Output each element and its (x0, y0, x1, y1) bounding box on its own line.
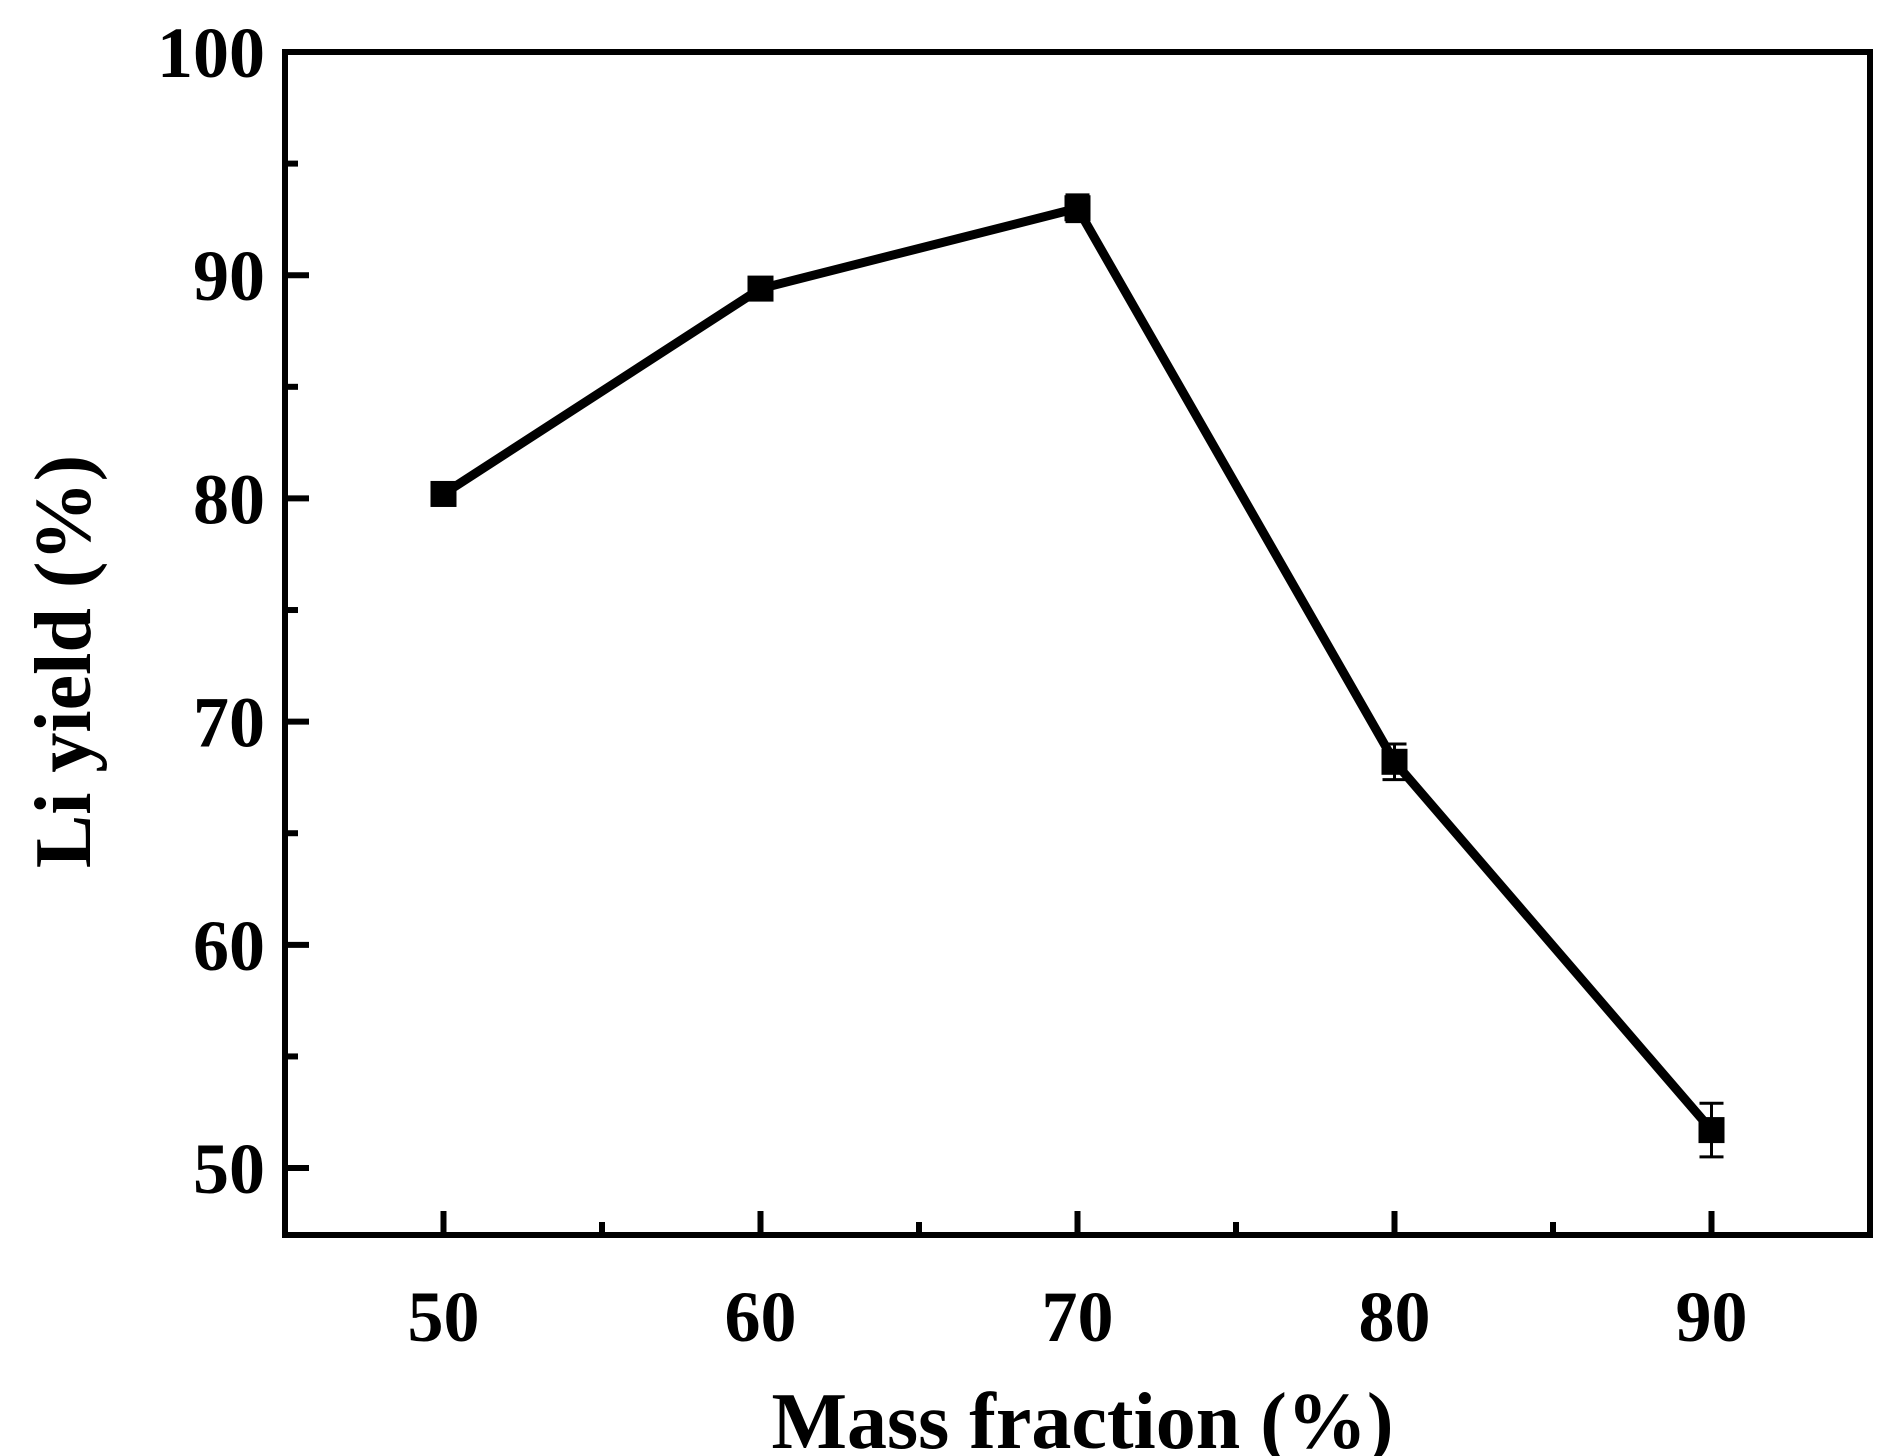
data-point (1064, 193, 1091, 224)
y-tick-label: 90 (193, 236, 265, 316)
y-tick-label: 80 (193, 459, 265, 539)
x-tick-label: 60 (725, 1277, 797, 1357)
y-tick-label: 50 (193, 1129, 265, 1209)
series-line (441, 203, 1715, 1134)
labels-layer: 50 60 70 80 90 50 60 70 80 90 100 (157, 13, 1748, 1357)
data-point (1698, 1101, 1725, 1159)
y-tick-label: 60 (193, 906, 265, 986)
data-point-marker (747, 275, 774, 302)
y-tick-label: 70 (193, 683, 265, 763)
x-tick-label: 70 (1042, 1277, 1114, 1357)
plot-area (282, 49, 1873, 1238)
data-point (1381, 742, 1408, 782)
x-tick-label: 80 (1359, 1277, 1431, 1357)
data-point-marker (430, 480, 457, 507)
ticks-layer (285, 49, 1715, 1235)
y-axis-title: Li yield (%) (20, 455, 108, 868)
y-tick-label: 100 (157, 13, 265, 93)
x-tick-label: 50 (408, 1277, 480, 1357)
data-point-marker (1064, 195, 1091, 222)
series-layer (430, 193, 1725, 1159)
x-axis-title: Mass fraction (%) (771, 1378, 1393, 1456)
data-point (430, 480, 457, 507)
data-point (747, 275, 774, 302)
x-tick-label: 90 (1676, 1277, 1748, 1357)
plot-frame (282, 49, 1873, 1238)
data-point-marker (1381, 748, 1408, 775)
data-point-marker (1698, 1117, 1725, 1144)
